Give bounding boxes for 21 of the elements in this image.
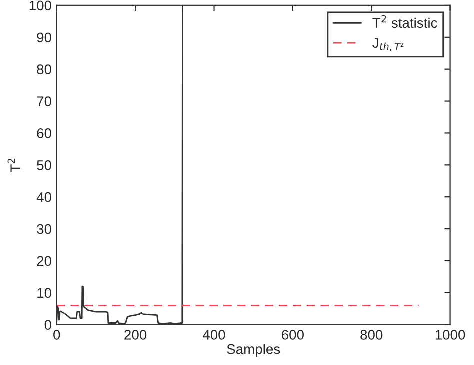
y-tick-label: 90 [37, 32, 52, 43]
y-tick-label: 10 [38, 288, 52, 298]
y-tick-label: 70 [37, 96, 52, 106]
legend-label: T$^{2}$ statistic [372, 15, 438, 28]
y-tick-label: 80 [37, 64, 52, 75]
x-tick-label: 0 [54, 330, 60, 340]
legend-label: J$_{th,T²}$ [372, 38, 404, 52]
y-axis-title: T$^{2}$ [8, 158, 20, 172]
x-tick-label: 400 [202, 330, 226, 340]
y-tick-label: 60 [37, 128, 52, 138]
y-tick-label: 100 [30, 0, 52, 11]
y-tick-label: 30 [37, 224, 52, 234]
y-tick-label: 20 [37, 256, 52, 266]
x-tick-label: 800 [360, 330, 383, 340]
y-tick-label: 0 [44, 320, 52, 330]
y-tick-label: 40 [36, 192, 52, 202]
x-tick-label: 1000 [436, 330, 466, 340]
y-tick-label: 50 [37, 160, 52, 170]
x-axis-title: Samples [227, 344, 280, 357]
x-tick-label: 600 [282, 330, 304, 340]
x-tick-label: 200 [124, 330, 147, 340]
